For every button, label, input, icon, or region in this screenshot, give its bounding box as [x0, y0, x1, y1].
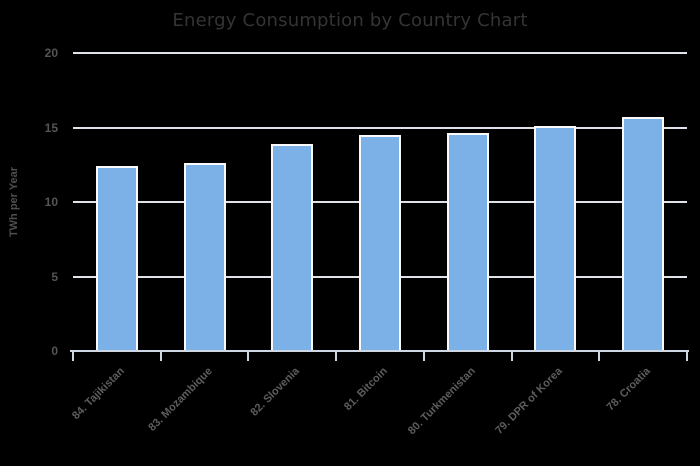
x-axis-tick	[422, 351, 425, 361]
x-label-text: 83. Mozambique	[145, 365, 215, 434]
bar-83. Mozambique[interactable]	[183, 163, 226, 352]
y-tick-label-0: 0	[51, 344, 58, 358]
y-tick-label-20: 20	[44, 46, 58, 60]
x-label-text: 81. Bitcoin	[342, 365, 390, 413]
y-tick-label-5: 5	[51, 269, 58, 284]
x-label-text: 84. Tajikistan	[69, 365, 127, 422]
x-axis-tick	[72, 351, 74, 361]
x-axis-tick	[335, 351, 338, 361]
x-axis-line	[70, 350, 689, 352]
bar-82. Slovenia[interactable]	[271, 143, 314, 352]
gridline-y-20	[73, 52, 687, 54]
bar-84. Tajikistan[interactable]	[95, 166, 138, 352]
gridline-y-15	[73, 126, 687, 129]
bar-80. Turkmenistan[interactable]	[446, 133, 489, 352]
bar-78. Croatia[interactable]	[622, 117, 665, 352]
x-label-text: 78. Croatia	[604, 365, 653, 414]
bar-79. DPR of Korea[interactable]	[534, 126, 577, 352]
x-axis-tick	[686, 351, 688, 361]
y-tick-label-15: 15	[44, 120, 58, 135]
x-axis-tick	[598, 351, 601, 361]
y-tick-label-10: 10	[44, 195, 58, 209]
x-label-text: 80. Turkmenistan	[405, 365, 478, 438]
x-label-text: 79. DPR of Korea	[493, 365, 566, 437]
chart-title: Energy Consumption by Country Chart	[172, 10, 528, 31]
x-axis-tick	[247, 351, 250, 361]
x-axis-tick	[510, 351, 513, 361]
x-axis-tick	[159, 351, 162, 361]
bar-81. Bitcoin[interactable]	[359, 134, 401, 352]
x-label-text: 82. Slovenia	[248, 365, 303, 419]
